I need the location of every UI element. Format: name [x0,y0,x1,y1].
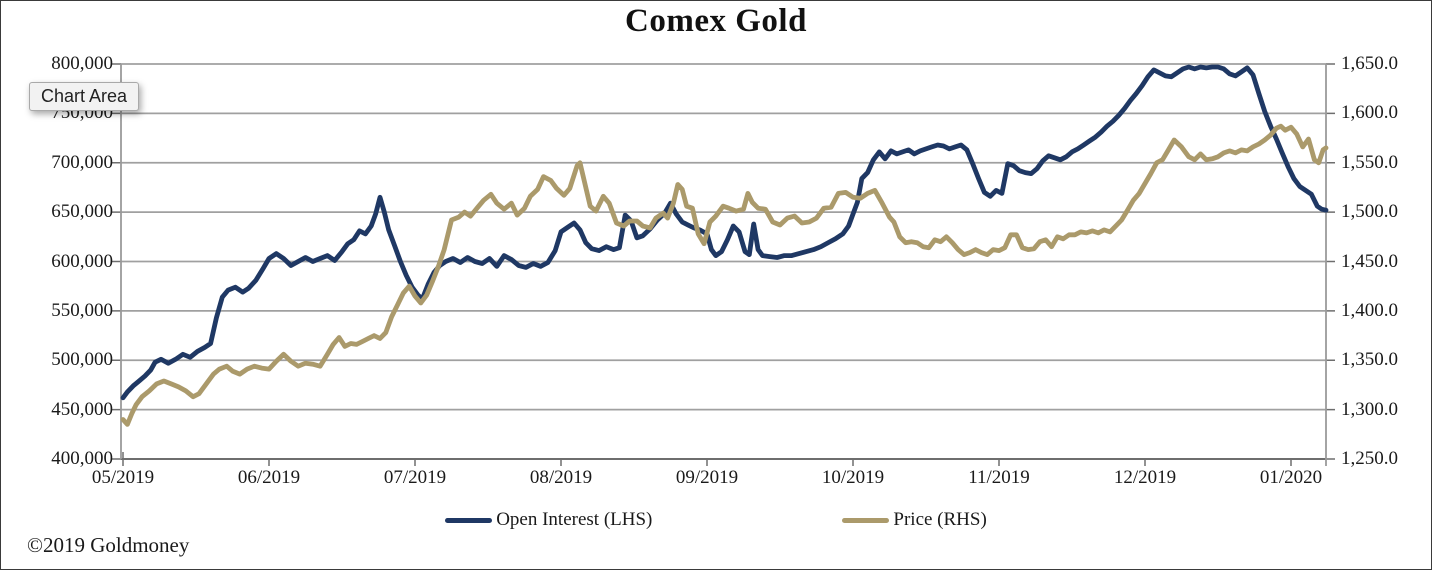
legend-line-swatch-open-interest [445,517,493,523]
series-line-open-interest[interactable] [120,64,1329,401]
y-axis-right-tick-label: 1,600.0 [1341,102,1398,124]
chart-area-tooltip: Chart Area [29,82,140,111]
legend-item-price[interactable]: Price (RHS) [842,509,987,531]
y-axis-right-tick-label: 1,350.0 [1341,349,1398,371]
y-axis-right-tick-label: 1,250.0 [1341,448,1398,469]
chart-title: Comex Gold [625,3,807,39]
y-axis-left-tick-label: 550,000 [51,299,113,321]
y-axis-left-tick-label: 650,000 [51,201,113,223]
legend: Open Interest (LHS) Price (RHS) [1,509,1431,531]
y-axis-right-tick-label: 1,650.0 [1341,53,1398,74]
y-axis-right-tick-label: 1,450.0 [1341,250,1398,272]
x-axis-tick-label: 06/2019 [237,467,301,488]
x-axis-tick-label: 07/2019 [383,467,447,488]
y-axis-right-tick-label: 1,550.0 [1341,151,1398,173]
chart-area-tooltip-label: Chart Area [41,86,128,106]
legend-item-open-interest[interactable]: Open Interest (LHS) [445,509,652,531]
series-line-price[interactable] [120,123,1329,427]
x-axis-tick-label: 08/2019 [529,467,593,488]
y-axis-left-tick-label: 500,000 [51,349,113,371]
legend-line-swatch-price [842,517,890,523]
y-axis-right-tick-label: 1,300.0 [1341,398,1398,420]
legend-label-open-interest: Open Interest (LHS) [496,509,653,530]
x-axis-tick-label: 10/2019 [821,467,885,488]
y-axis-right-tick-label: 1,500.0 [1341,201,1398,223]
y-axis-left-tick-label: 450,000 [51,398,113,420]
legend-label-price: Price (RHS) [893,509,987,530]
x-axis-tick-label: 09/2019 [675,467,739,488]
y-axis-left-tick-label: 700,000 [51,151,113,173]
y-axis-left-tick-label: 400,000 [51,448,113,469]
x-axis-tick-label: 11/2019 [968,467,1030,488]
x-axis-tick-label: 12/2019 [1113,467,1177,488]
y-axis-left-tick-label: 800,000 [51,53,113,74]
x-axis-tick-label: 01/2020 [1259,467,1323,488]
x-axis-tick-label: 05/2019 [91,467,155,488]
y-axis-right-tick-label: 1,400.0 [1341,299,1398,321]
y-axis-left-tick-label: 600,000 [51,250,113,272]
copyright-text: ©2019 Goldmoney [27,533,190,557]
